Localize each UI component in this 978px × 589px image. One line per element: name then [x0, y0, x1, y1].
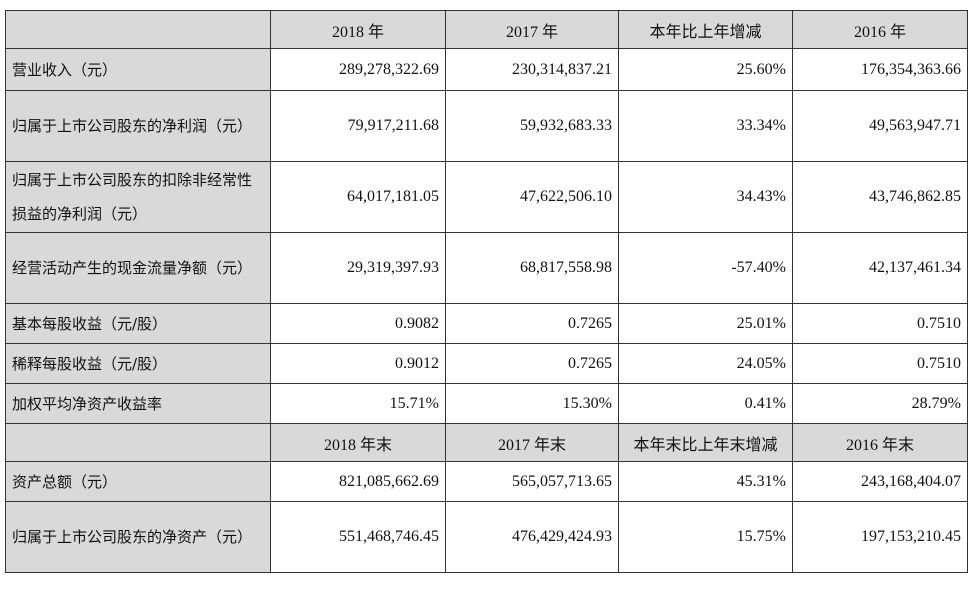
table-cell: -57.40%	[618, 232, 793, 304]
table-cell: 79,917,211.68	[270, 90, 446, 162]
column-header: 本年比上年增减	[618, 10, 793, 49]
column-header: 2016 年末	[792, 423, 968, 462]
table-cell: 42,137,461.34	[792, 232, 968, 304]
column-header: 2016 年	[792, 10, 968, 49]
row-label: 加权平均净资产收益率	[5, 383, 271, 424]
table-row: 归属于上市公司股东的净利润（元） 79,917,211.68 59,932,683.…	[5, 90, 968, 162]
table-header-row: 2018 年 2017 年本年比上年增减 2016 年	[5, 10, 968, 49]
table-cell: 34.43%	[618, 161, 793, 233]
table-row: 资产总额（元） 821,085,662.69 565,057,713.65 45.31…	[5, 461, 968, 502]
table-cell: 64,017,181.05	[270, 161, 446, 233]
table-cell: 565,057,713.65	[445, 461, 619, 502]
column-header: 本年末比上年末增减	[618, 423, 793, 462]
table-cell: 25.60%	[618, 48, 793, 91]
row-label: 归属于上市公司股东的净资产（元）	[5, 501, 271, 573]
row-label: 营业收入（元）	[5, 48, 271, 91]
table-cell: 476,429,424.93	[445, 501, 619, 573]
table-cell: 43,746,862.85	[792, 161, 968, 233]
table-cell: 243,168,404.07	[792, 461, 968, 502]
table-cell: 15.75%	[618, 501, 793, 573]
column-header: 2018 年末	[270, 423, 446, 462]
row-label: 资产总额（元）	[5, 461, 271, 502]
table-row: 归属于上市公司股东的净资产（元） 551,468,746.45 476,429,42…	[5, 501, 968, 573]
table-row: 基本每股收益（元/股） 0.9082 0.7265 25.01% 0.7510	[5, 303, 968, 344]
table-cell: 230,314,837.21	[445, 48, 619, 91]
table-cell: 551,468,746.45	[270, 501, 446, 573]
row-label: 稀释每股收益（元/股）	[5, 343, 271, 384]
table-row: 稀释每股收益（元/股） 0.9012 0.7265 24.05% 0.7510	[5, 343, 968, 384]
table-cell: 28.79%	[792, 383, 968, 424]
table-cell: 176,354,363.66	[792, 48, 968, 91]
table-cell: 15.71%	[270, 383, 446, 424]
table-row: 加权平均净资产收益率 15.71% 15.30% 0.41% 28.79%	[5, 383, 968, 424]
table-cell: 0.9012	[270, 343, 446, 384]
table-row: 归属于上市公司股东的扣除非经常性损益的净利润（元） 64,017,181.05 47…	[5, 161, 968, 233]
table-cell: 197,153,210.45	[792, 501, 968, 573]
table-cell: 47,622,506.10	[445, 161, 619, 233]
table-cell: 15.30%	[445, 383, 619, 424]
row-label: 归属于上市公司股东的扣除非经常性损益的净利润（元）	[5, 161, 271, 233]
table-cell: 0.7510	[792, 303, 968, 344]
table-cell: 0.7265	[445, 303, 619, 344]
column-header	[5, 10, 271, 49]
table-cell: 0.7265	[445, 343, 619, 384]
table-cell: 821,085,662.69	[270, 461, 446, 502]
table-cell: 29,319,397.93	[270, 232, 446, 304]
column-header: 2017 年	[445, 10, 619, 49]
table-row: 经营活动产生的现金流量净额（元） 29,319,397.93 68,817,558.…	[5, 232, 968, 304]
table-cell: 24.05%	[618, 343, 793, 384]
row-label: 经营活动产生的现金流量净额（元）	[5, 232, 271, 304]
column-header: 2018 年	[270, 10, 446, 49]
table-cell: 68,817,558.98	[445, 232, 619, 304]
table-cell: 59,932,683.33	[445, 90, 619, 162]
table-header-row: 2018 年末 2017 年末 本年末比上年末增减 2016 年末	[5, 423, 968, 462]
table-cell: 25.01%	[618, 303, 793, 344]
column-header: 2017 年末	[445, 423, 619, 462]
table-cell: 0.9082	[270, 303, 446, 344]
table-cell: 289,278,322.69	[270, 48, 446, 91]
table-cell: 45.31%	[618, 461, 793, 502]
table-cell: 49,563,947.71	[792, 90, 968, 162]
row-label: 基本每股收益（元/股）	[5, 303, 271, 344]
table-row: 营业收入（元） 289,278,322.69 230,314,837.21 25.60…	[5, 48, 968, 91]
column-header	[5, 423, 271, 462]
table-cell: 0.41%	[618, 383, 793, 424]
row-label: 归属于上市公司股东的净利润（元）	[5, 90, 271, 162]
financial-summary-table: 2018 年 2017 年本年比上年增减 2016 年营业收入（元） 289,278,…	[5, 10, 968, 573]
table-cell: 0.7510	[792, 343, 968, 384]
table-cell: 33.34%	[618, 90, 793, 162]
